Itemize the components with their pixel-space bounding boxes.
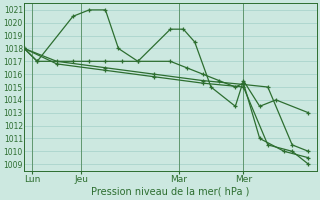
X-axis label: Pression niveau de la mer( hPa ): Pression niveau de la mer( hPa ) — [91, 187, 250, 197]
